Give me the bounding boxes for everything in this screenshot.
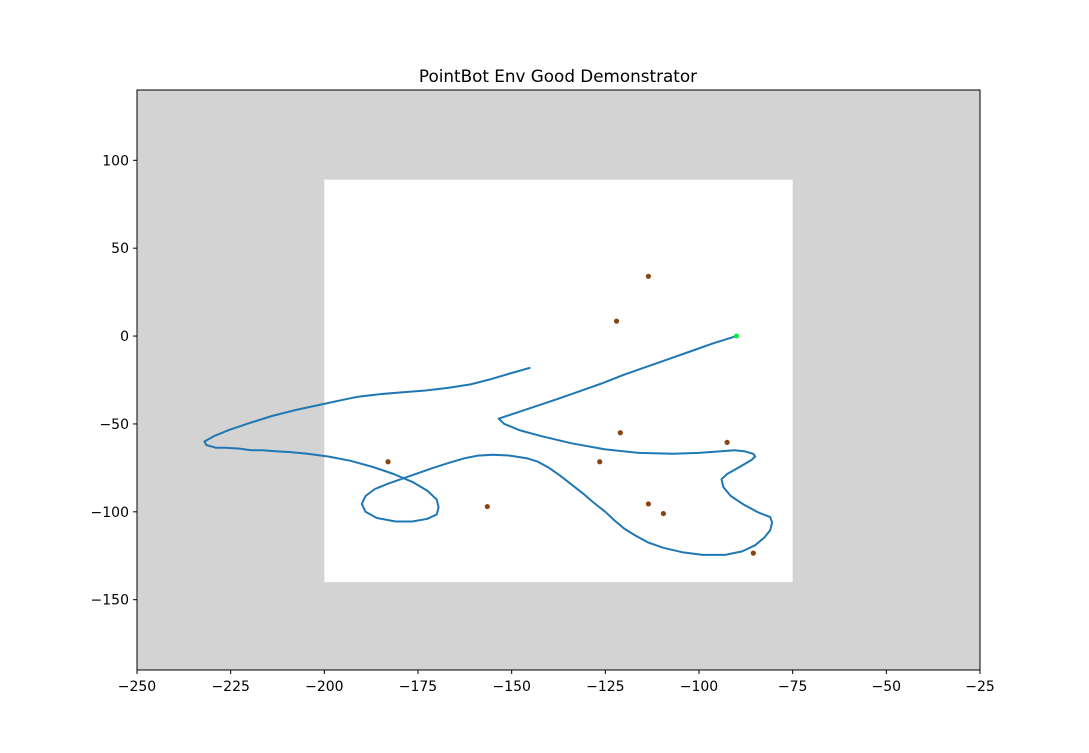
obstacle-point bbox=[645, 501, 652, 507]
y-tick-label: −100 bbox=[91, 505, 129, 521]
y-tick-label: −150 bbox=[91, 593, 129, 609]
x-tick-label: −100 bbox=[680, 679, 718, 695]
plot-frame bbox=[136, 89, 981, 671]
x-tick-label: −225 bbox=[211, 679, 249, 695]
x-tick-label: −200 bbox=[305, 679, 343, 695]
x-axis: −250 −225 −200 −175 −150 −125 −100 −75 −50 −25 bbox=[118, 670, 995, 695]
obstacle-point bbox=[617, 430, 623, 436]
trajectory-line bbox=[203, 335, 774, 556]
y-tick-label: 50 bbox=[111, 241, 129, 257]
x-tick-label: −150 bbox=[492, 679, 530, 695]
x-tick-label: −50 bbox=[872, 679, 902, 695]
obstacle-point bbox=[750, 550, 756, 556]
x-tick-label: −125 bbox=[586, 679, 624, 695]
obstacle-point bbox=[724, 439, 730, 445]
start-point bbox=[733, 333, 739, 339]
x-tick-label: −250 bbox=[118, 679, 156, 695]
y-axis: −150 −100 −50 0 50 100 bbox=[91, 153, 137, 609]
y-tick-label: −50 bbox=[99, 417, 129, 433]
y-tick-label: 100 bbox=[102, 153, 129, 169]
x-tick-label: −25 bbox=[965, 679, 995, 695]
free-space-region bbox=[324, 179, 793, 583]
obstacle-point bbox=[660, 510, 667, 517]
chart-title: PointBot Env Good Demonstrator bbox=[419, 66, 697, 86]
obstacle-point bbox=[645, 273, 652, 279]
x-tick-label: −175 bbox=[399, 679, 437, 695]
obstacle-point bbox=[484, 503, 490, 510]
obstacle-point bbox=[597, 459, 603, 465]
obstacle-point bbox=[385, 459, 391, 465]
y-tick-label: 0 bbox=[120, 329, 129, 345]
x-tick-label: −75 bbox=[778, 679, 808, 695]
obstacle-point bbox=[613, 318, 620, 324]
obstacle-points bbox=[385, 273, 756, 556]
plot-area bbox=[136, 89, 981, 671]
